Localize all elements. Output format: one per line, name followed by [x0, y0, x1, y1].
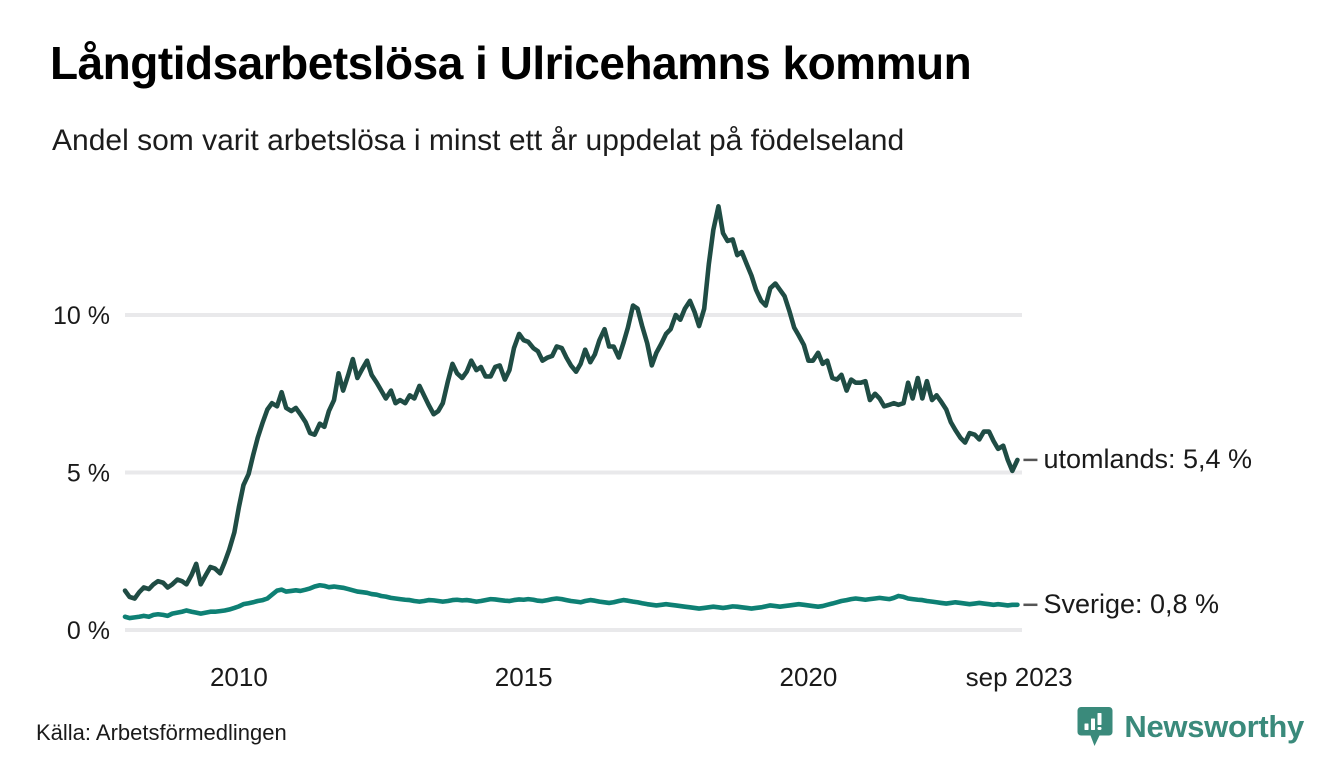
source-note: Källa: Arbetsförmedlingen: [36, 720, 287, 745]
series-label-utomlands: utomlands: 5,4 %: [1043, 444, 1252, 474]
series-label-Sverige: Sverige: 0,8 %: [1043, 589, 1219, 619]
series-line-utomlands: [122, 204, 1020, 601]
y-axis-tick-labels: 0 % 5 % 10 %: [53, 302, 110, 645]
y-tick-label: 10 %: [53, 302, 110, 330]
x-tick-label: 2010: [210, 662, 268, 692]
x-tick-label: sep 2023: [966, 662, 1073, 692]
newsworthy-bar-chart-bubble-icon: [1077, 707, 1113, 746]
y-tick-label: 0 %: [67, 617, 110, 645]
page-subtitle: Andel som varit arbetslösa i minst ett å…: [52, 124, 905, 157]
brand-name: Newsworthy: [1124, 709, 1304, 744]
series-line-Sverige: [122, 582, 1020, 621]
series-lines: [122, 204, 1020, 621]
gridlines: [125, 313, 1022, 632]
x-tick-label: 2015: [495, 662, 553, 692]
brand-logo-group: Newsworthy: [1077, 706, 1304, 748]
page-title: Långtidsarbetslösa i Ulricehamns kommun: [50, 37, 972, 89]
x-axis-tick-labels: 2010 2015 2020 sep 2023: [210, 662, 1073, 692]
y-tick-label: 5 %: [67, 460, 110, 488]
series-end-labels: utomlands: 5,4 % Sverige: 0,8 %: [1023, 444, 1252, 619]
x-tick-label: 2020: [780, 662, 838, 692]
